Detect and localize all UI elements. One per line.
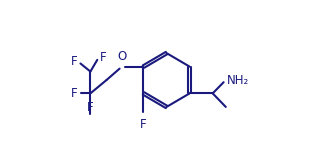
Text: F: F [140, 118, 147, 131]
Text: F: F [87, 101, 94, 114]
Text: F: F [71, 87, 77, 100]
Text: NH₂: NH₂ [227, 73, 249, 87]
Text: O: O [117, 50, 126, 63]
Text: F: F [71, 55, 77, 68]
Text: F: F [100, 51, 106, 64]
